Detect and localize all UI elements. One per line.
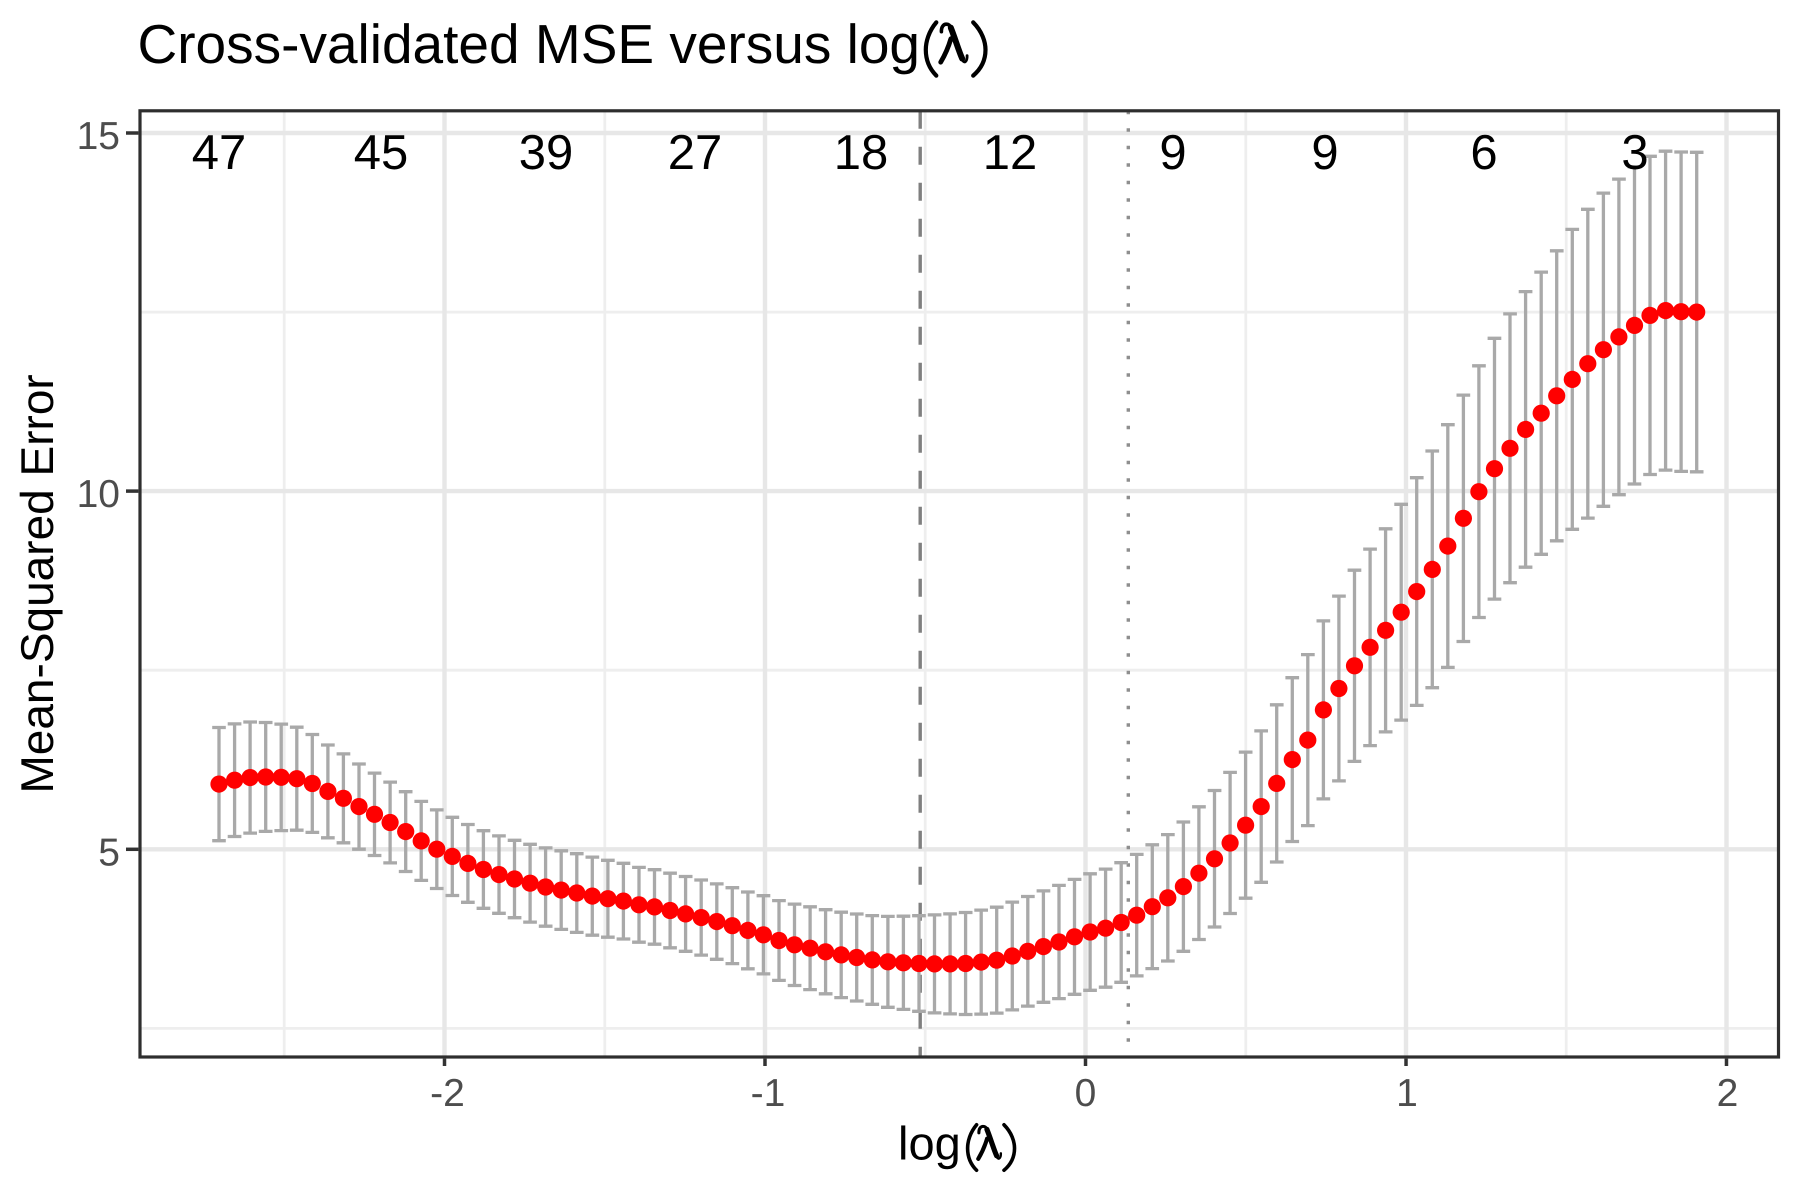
svg-text:-1: -1 (751, 1072, 786, 1115)
svg-text:47: 47 (192, 126, 247, 180)
svg-text:1: 1 (1396, 1072, 1418, 1115)
svg-text:9: 9 (1159, 126, 1186, 180)
svg-text:-2: -2 (430, 1072, 465, 1115)
svg-text:2: 2 (1717, 1072, 1739, 1115)
svg-text:15: 15 (77, 115, 120, 158)
svg-text:39: 39 (519, 126, 574, 180)
svg-text:27: 27 (668, 126, 723, 180)
svg-text:6: 6 (1470, 126, 1497, 180)
svg-text:Mean-Squared Error: Mean-Squared Error (11, 374, 63, 793)
svg-text:18: 18 (834, 126, 889, 180)
svg-text:5: 5 (98, 831, 120, 874)
svg-text:0: 0 (1075, 1072, 1097, 1115)
svg-text:Cross-validated MSE versus log: Cross-validated MSE versus log (138, 13, 921, 75)
svg-text:45: 45 (354, 126, 409, 180)
svg-text:3: 3 (1621, 126, 1648, 180)
svg-text:10: 10 (77, 473, 120, 516)
svg-text:12: 12 (983, 126, 1038, 180)
svg-text:9: 9 (1311, 126, 1338, 180)
svg-text:log: log (898, 1117, 961, 1170)
